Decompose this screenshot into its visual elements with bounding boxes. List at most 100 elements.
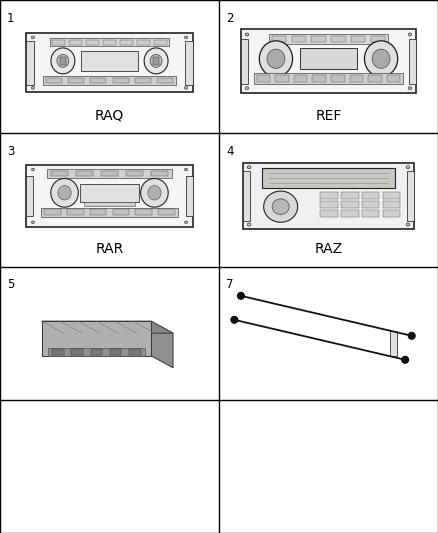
Ellipse shape (184, 36, 187, 39)
Text: 7: 7 (226, 279, 233, 292)
Ellipse shape (51, 179, 78, 207)
Bar (254, 74, 403, 84)
Bar (90, 78, 106, 83)
Text: 4: 4 (226, 146, 233, 158)
Text: 3: 3 (7, 146, 14, 158)
Ellipse shape (32, 36, 35, 39)
Bar (49, 38, 170, 46)
Bar (320, 210, 338, 216)
Bar (341, 210, 359, 216)
Bar (46, 78, 62, 83)
Bar (243, 171, 250, 221)
Bar (26, 165, 193, 227)
Text: 2: 2 (226, 12, 233, 25)
Bar (390, 330, 398, 356)
Bar (101, 171, 118, 176)
Bar (341, 192, 359, 199)
Bar (113, 78, 129, 83)
Bar (52, 39, 65, 45)
Bar (362, 201, 379, 208)
Ellipse shape (245, 87, 249, 90)
Ellipse shape (32, 168, 35, 171)
Ellipse shape (184, 221, 187, 223)
Ellipse shape (57, 54, 69, 67)
Ellipse shape (247, 223, 251, 226)
Bar (341, 201, 359, 208)
Bar (320, 201, 338, 208)
Ellipse shape (51, 48, 75, 74)
Ellipse shape (408, 87, 412, 90)
Bar (135, 78, 151, 83)
Bar (26, 176, 33, 216)
Ellipse shape (58, 185, 71, 200)
Bar (26, 33, 193, 92)
Bar (362, 192, 379, 199)
Ellipse shape (141, 179, 168, 207)
Bar (86, 39, 99, 45)
Bar (44, 209, 61, 215)
Bar (113, 209, 129, 215)
Ellipse shape (237, 292, 244, 300)
Bar (80, 184, 139, 201)
Ellipse shape (406, 223, 410, 226)
Bar (47, 169, 172, 178)
Ellipse shape (231, 316, 238, 324)
Bar (351, 36, 365, 42)
Text: RAZ: RAZ (314, 242, 343, 256)
Polygon shape (42, 321, 173, 333)
Bar (312, 76, 326, 82)
Ellipse shape (245, 33, 249, 36)
Bar (129, 349, 141, 354)
Ellipse shape (364, 41, 398, 77)
Bar (294, 76, 307, 82)
Bar (387, 76, 400, 82)
Bar (331, 36, 346, 42)
Bar (110, 349, 121, 354)
Bar (331, 76, 345, 82)
Ellipse shape (184, 168, 187, 171)
Bar (135, 209, 152, 215)
Bar (137, 39, 150, 45)
Ellipse shape (150, 54, 162, 67)
Bar (368, 76, 382, 82)
Bar (103, 39, 116, 45)
Bar (350, 76, 363, 82)
Bar (292, 36, 306, 42)
Ellipse shape (32, 221, 35, 223)
Bar (311, 36, 326, 42)
Bar (243, 163, 414, 229)
Bar (52, 349, 64, 354)
Bar (153, 57, 159, 65)
Bar (185, 41, 193, 85)
Bar (383, 201, 400, 208)
Ellipse shape (184, 86, 187, 89)
Ellipse shape (267, 49, 285, 68)
Bar (371, 36, 385, 42)
Ellipse shape (272, 199, 289, 214)
Bar (81, 51, 138, 70)
Bar (120, 39, 133, 45)
Polygon shape (42, 321, 151, 356)
Bar (320, 192, 338, 199)
Bar (154, 39, 167, 45)
Bar (90, 209, 106, 215)
Bar (157, 78, 173, 83)
Bar (241, 39, 248, 84)
Bar (269, 34, 388, 44)
Ellipse shape (144, 48, 168, 74)
Ellipse shape (259, 41, 293, 77)
Bar (272, 36, 286, 42)
Bar (69, 39, 82, 45)
Bar (158, 209, 175, 215)
Bar (383, 210, 400, 216)
Bar (126, 171, 143, 176)
Bar (91, 349, 102, 354)
Bar (43, 76, 176, 85)
Bar (51, 171, 68, 176)
Bar (71, 349, 83, 354)
Bar (383, 192, 400, 199)
Bar (151, 171, 168, 176)
Ellipse shape (408, 33, 412, 36)
Text: RAR: RAR (95, 242, 124, 256)
Bar (67, 209, 84, 215)
